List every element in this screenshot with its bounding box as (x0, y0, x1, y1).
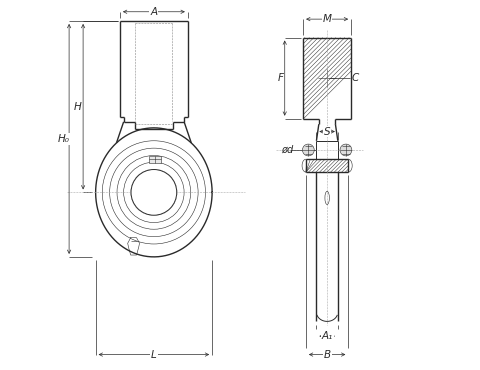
Bar (302, 38, 350, 119)
Text: S: S (323, 127, 330, 137)
Text: H₀: H₀ (57, 134, 69, 144)
Bar (149, 155, 160, 163)
Text: ød: ød (280, 145, 292, 155)
Text: A₁: A₁ (321, 331, 332, 341)
Text: C: C (350, 73, 358, 83)
Text: A: A (150, 7, 157, 17)
Text: B: B (323, 350, 330, 360)
Text: L: L (151, 350, 156, 360)
Text: F: F (277, 73, 283, 83)
Text: M: M (322, 14, 331, 24)
Circle shape (302, 144, 313, 156)
Circle shape (131, 169, 176, 215)
Circle shape (339, 144, 351, 156)
Text: H: H (73, 102, 81, 112)
